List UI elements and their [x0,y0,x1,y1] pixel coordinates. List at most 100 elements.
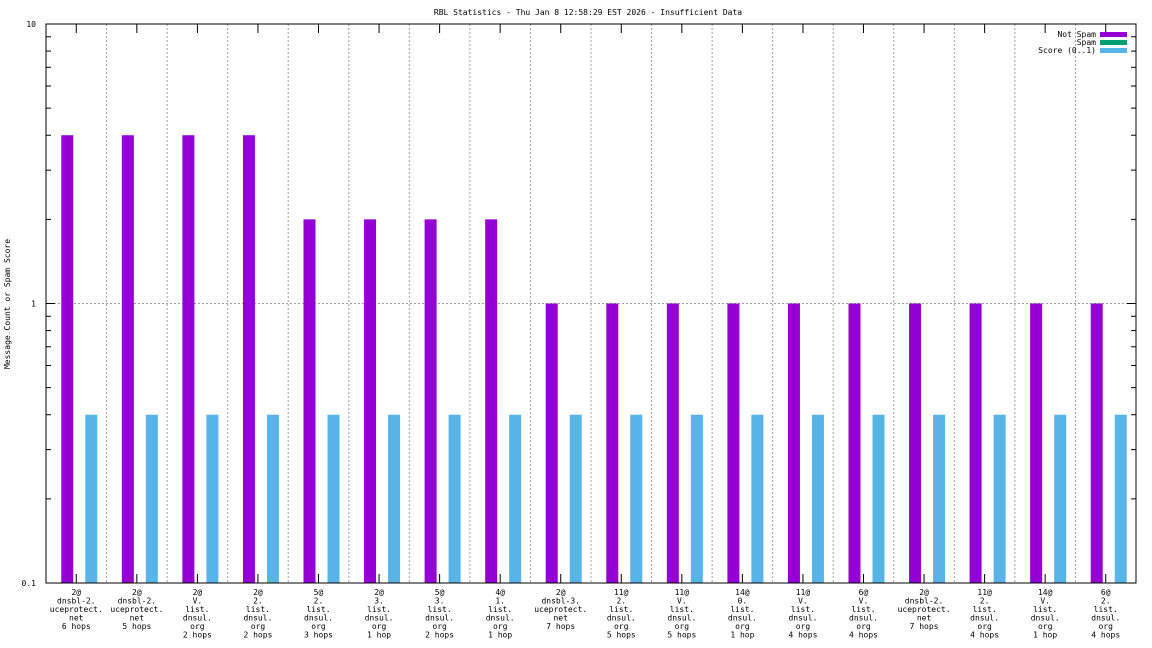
x-tick-label: org [1038,622,1053,631]
x-tick-label: dnsul. [667,614,696,623]
x-tick-label: org [311,622,326,631]
bar-not-spam [485,219,498,583]
x-tick-label: 7 hops [910,622,939,631]
bars [61,135,1127,583]
x-tick-label: list. [609,605,633,614]
x-tick-label: org [251,622,266,631]
x-tick-label: 2@ [919,588,929,597]
x-tick-label: 5@ [314,588,324,597]
x-tick-label: dnsul. [788,614,817,623]
x-tick-label: 11@ [796,588,811,597]
x-tick-label: 5 hops [667,631,696,640]
x-tick-label: dnsul. [365,614,394,623]
x-tick-label: dnsul. [183,614,212,623]
bar-score-0-1 [145,414,158,583]
x-tick-label: uceprotect. [534,605,587,614]
x-tick-label: 2@ [71,588,81,597]
bar-score-0-1 [327,414,340,583]
x-tick-label: 2. [616,597,626,606]
x-tick-label: 2@ [556,588,566,597]
x-tick-label: net [917,614,932,623]
grid-lines [46,24,1136,583]
bar-score-0-1 [1114,414,1127,583]
x-tick-label: 2. [314,597,324,606]
x-tick-label: 2. [1101,597,1111,606]
legend-swatch [1100,40,1127,45]
x-tick-label: list. [1094,605,1118,614]
bar-not-spam [424,219,437,583]
x-tick-label: dnsbl-3. [541,597,580,606]
x-tick-label: 3 hops [304,631,333,640]
x-tick-label: list. [246,605,270,614]
x-tick-label: dnsul. [970,614,999,623]
bar-score-0-1 [630,414,643,583]
x-tick-label: 1 hop [730,631,754,640]
x-tick-label: 1 hop [367,631,391,640]
x-tick-label: list. [851,605,875,614]
x-tick-label: list. [1033,605,1057,614]
x-tick-label: list. [367,605,391,614]
legend-label: Not Spam [1057,30,1096,39]
bar-not-spam [182,135,195,583]
x-tick-label: 5 hops [122,622,151,631]
bar-score-0-1 [872,414,885,583]
bar-score-0-1 [1054,414,1067,583]
bar-not-spam [121,135,134,583]
x-tick-label: org [735,622,750,631]
x-tick-label: uceprotect. [898,605,951,614]
legend-label: Spam [1077,38,1096,47]
x-tick-label: dnsbl-2. [905,597,944,606]
x-tick-label: dnsul. [425,614,454,623]
legend-swatch [1100,32,1127,37]
bar-not-spam [848,303,861,583]
x-tick-label: dnsul. [304,614,333,623]
x-tick-label: 2 hops [183,631,212,640]
x-tick-label: 1 hop [488,631,512,640]
bar-not-spam [1090,303,1103,583]
x-tick-label: 4 hops [970,631,999,640]
x-tick-label: dnsul. [607,614,636,623]
bar-not-spam [545,303,558,583]
bar-score-0-1 [448,414,461,583]
bar-not-spam [61,135,74,583]
bar-not-spam [909,303,922,583]
x-tick-label: V. [1040,597,1050,606]
x-tick-label: uceprotect. [50,605,103,614]
bar-score-0-1 [266,414,279,583]
ticks: 0.1 1 10 [22,20,1136,588]
bar-score-0-1 [993,414,1006,583]
x-tick-label: dnsbl-2. [118,597,157,606]
x-tick-label: net [69,614,84,623]
x-tick-label: 11@ [675,588,690,597]
x-tick-label: 3. [374,597,384,606]
x-tick-label: list. [306,605,330,614]
x-tick-label: 11@ [614,588,629,597]
x-tick-label: org [372,622,387,631]
x-tick-label: dnsul. [1031,614,1060,623]
x-tick-label: 2@ [193,588,203,597]
x-tick-label: dnsbl-2. [57,597,96,606]
x-tick-label: 5 hops [607,631,636,640]
y-tick-label: 10 [26,20,36,29]
x-tick-label: org [190,622,205,631]
x-tick-label: 4 hops [849,631,878,640]
bar-not-spam [787,303,800,583]
bar-score-0-1 [85,414,98,583]
legend-label: Score (0..1) [1038,46,1096,55]
x-tick-label: 3. [435,597,445,606]
x-tick-label: dnsul. [243,614,272,623]
x-tick-label: org [675,622,690,631]
x-tick-label: 2@ [132,588,142,597]
bar-score-0-1 [509,414,522,583]
x-tick-label: 4@ [495,588,505,597]
x-tick-label: V. [193,597,203,606]
x-tick-label: 5@ [435,588,445,597]
bar-not-spam [666,303,679,583]
x-tick-label: 2 hops [243,631,272,640]
bar-not-spam [969,303,982,583]
x-tick-label: list. [670,605,694,614]
x-tick-label: org [796,622,811,631]
